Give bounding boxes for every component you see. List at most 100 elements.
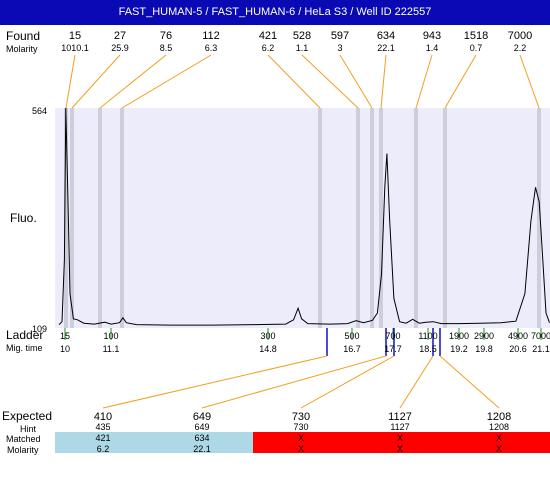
- found-size-label: 76: [160, 30, 172, 42]
- mig-time-label: Mig. time: [6, 343, 43, 353]
- ladder-time-label: 10: [60, 344, 70, 354]
- title-bar: FAST_HUMAN-5 / FAST_HUMAN-6 / HeLa S3 / …: [0, 0, 550, 25]
- matched-value: X: [496, 433, 502, 443]
- matched-cell-bg: [253, 432, 353, 453]
- molarity-value: X: [496, 444, 502, 454]
- peak-band: [70, 108, 74, 328]
- found-connector: [301, 54, 359, 109]
- expected-connector: [201, 355, 387, 409]
- found-size-label: 15: [69, 30, 81, 42]
- found-connector: [339, 54, 373, 109]
- peak-band: [370, 108, 374, 328]
- found-size-label: 943: [423, 30, 441, 42]
- peak-band: [64, 108, 68, 328]
- plot-area: [55, 108, 550, 328]
- peak-band: [537, 108, 541, 328]
- hint-value: 435: [95, 422, 110, 432]
- found-connector: [267, 54, 321, 109]
- ladder-time-label: 21.1: [532, 344, 550, 354]
- matched-cell-bg: [55, 432, 155, 453]
- expected-connector: [300, 355, 395, 409]
- expected-size: 410: [94, 411, 112, 423]
- y-tick-bottom: 109: [32, 324, 47, 334]
- fluo-axis-label: Fluo.: [10, 211, 37, 225]
- molarity-label: Molarity: [6, 44, 38, 54]
- window-title: FAST_HUMAN-5 / FAST_HUMAN-6 / HeLa S3 / …: [118, 6, 432, 18]
- ladder-time-label: 19.8: [475, 344, 493, 354]
- found-label: Found: [6, 29, 40, 43]
- trace-group: [58, 107, 550, 326]
- hint-label: Hint: [20, 424, 37, 434]
- ladder-size-label: 2900: [474, 331, 494, 341]
- connector-lines: [64, 54, 542, 409]
- peak-band: [318, 108, 322, 328]
- ladder-size-label: 100: [103, 331, 118, 341]
- found-size-label: 528: [293, 30, 311, 42]
- peak-band: [120, 108, 124, 328]
- found-size-label: 421: [259, 30, 277, 42]
- y-tick-top: 564: [32, 106, 47, 116]
- found-connector: [71, 54, 121, 109]
- found-molarity-label: 1010.1: [61, 43, 89, 53]
- found-size-label: 112: [202, 30, 220, 42]
- found-size-label: 597: [331, 30, 349, 42]
- found-molarity-label: 22.1: [377, 43, 395, 53]
- molarity-value: 6.2: [97, 444, 110, 454]
- found-molarity-label: 1.1: [296, 43, 309, 53]
- found-size-label: 1518: [464, 30, 488, 42]
- ladder-time-label: 20.6: [509, 344, 527, 354]
- found-molarity-label: 0.7: [470, 43, 483, 53]
- peak-band: [98, 108, 102, 328]
- ladder-size-label: 7000: [531, 331, 550, 341]
- found-molarity-label: 6.3: [205, 43, 218, 53]
- found-connector: [380, 54, 387, 109]
- ladder-size-label: 1100: [418, 331, 437, 341]
- matched-label: Matched: [6, 434, 41, 444]
- matched-cell-bg: [352, 432, 452, 453]
- ladder-time-label: 17.7: [384, 344, 402, 354]
- found-molarity-label: 2.2: [514, 43, 527, 53]
- molarity-value: X: [298, 444, 304, 454]
- matched-value: X: [298, 433, 304, 443]
- expected-size: 1127: [388, 411, 412, 423]
- expected-table: 4104354216.264964963422.1730730XX1127112…: [55, 411, 550, 454]
- ladder-time-label: 11.1: [103, 344, 120, 354]
- peak-band: [443, 108, 447, 328]
- matched-value: 421: [95, 433, 110, 443]
- found-connector: [444, 54, 477, 109]
- ladder-time-label: 16.7: [343, 344, 361, 354]
- found-connector: [415, 54, 433, 109]
- ladder-size-label: 300: [260, 331, 275, 341]
- matched-value: X: [397, 433, 403, 443]
- found-size-label: 634: [377, 30, 395, 42]
- peak-band: [414, 108, 418, 328]
- peak-band: [379, 108, 383, 328]
- fluorescence-trace: [58, 107, 550, 326]
- found-connector: [99, 54, 167, 109]
- found-connector: [121, 54, 212, 109]
- expected-connector: [399, 355, 434, 409]
- found-size-label: 27: [114, 30, 126, 42]
- ladder-label: Ladder: [6, 328, 43, 342]
- ladder-size-label: 700: [385, 331, 400, 341]
- peak-bands-front: [64, 108, 541, 328]
- ladder-size-label: 500: [344, 331, 359, 341]
- hint-value: 1127: [390, 422, 409, 432]
- molarity-value: 22.1: [193, 444, 211, 454]
- found-size-label: 7000: [508, 30, 532, 42]
- expected-size: 649: [193, 411, 211, 423]
- ladder-time-label: 14.8: [259, 344, 277, 354]
- found-connector: [519, 54, 540, 109]
- ladder-time-label: 19.2: [450, 344, 468, 354]
- found-molarity-label: 8.5: [160, 43, 173, 53]
- hint-value: 649: [194, 422, 209, 432]
- found-molarity-label: 6.2: [262, 43, 275, 53]
- expected-label: Expected: [2, 409, 52, 423]
- molarity-value: X: [397, 444, 403, 454]
- found-molarity-label: 25.9: [111, 43, 129, 53]
- hint-value: 730: [293, 422, 308, 432]
- matched-cell-bg: [451, 432, 550, 453]
- ladder-size-label: 1900: [449, 331, 469, 341]
